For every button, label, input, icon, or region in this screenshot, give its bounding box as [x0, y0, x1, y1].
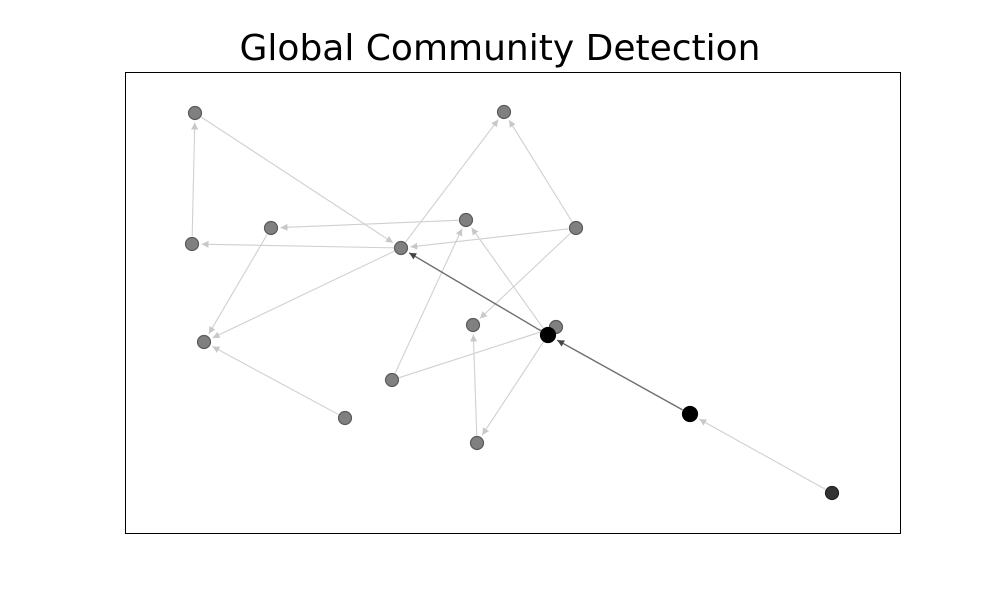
edge-n7-n2 [508, 119, 573, 222]
edge-n11-n8 [470, 334, 478, 436]
chart-title: Global Community Detection [239, 28, 761, 69]
edges-layer [191, 116, 826, 490]
edge-n16-n5 [394, 228, 463, 374]
edge-n13-n6 [408, 252, 542, 332]
edge-n15-n14 [698, 418, 826, 490]
edge-n12-n9 [212, 346, 339, 415]
graph-node-n16 [384, 372, 400, 388]
plot-frame [125, 72, 901, 534]
graph-node-n9 [196, 334, 212, 350]
graph-node-n7 [568, 220, 584, 236]
edge-n1-n6 [200, 116, 394, 244]
edge-n6-n3 [201, 240, 394, 249]
edge-n3-n1 [191, 122, 199, 237]
graph-node-n12 [337, 410, 353, 426]
edge-n4-n9 [208, 234, 268, 335]
edge-n14-n13 [556, 339, 683, 411]
graph-node-n11 [469, 435, 485, 451]
edge-n6-n9 [212, 250, 395, 339]
graph-node-n2 [496, 104, 512, 120]
edge-n6-n2 [405, 119, 499, 243]
graph-node-n5 [458, 212, 474, 228]
graph-node-n14 [681, 405, 699, 423]
edge-n7-n6 [410, 228, 569, 250]
graph-node-n8 [465, 317, 481, 333]
graph-node-n15 [824, 485, 840, 501]
edge-n13-n5 [471, 227, 544, 329]
edge-n7-n8 [479, 232, 571, 319]
edge-n5-n4 [280, 219, 459, 231]
edge-n16-n10 [398, 328, 548, 379]
nodes-layer [184, 104, 840, 501]
graph-node-n3 [184, 236, 200, 252]
graph-node-n1 [187, 105, 203, 121]
edge-n13-n11 [481, 341, 544, 436]
graph-node-n13 [539, 326, 557, 344]
graph-node-n6 [393, 240, 409, 256]
graph-node-n4 [263, 220, 279, 236]
